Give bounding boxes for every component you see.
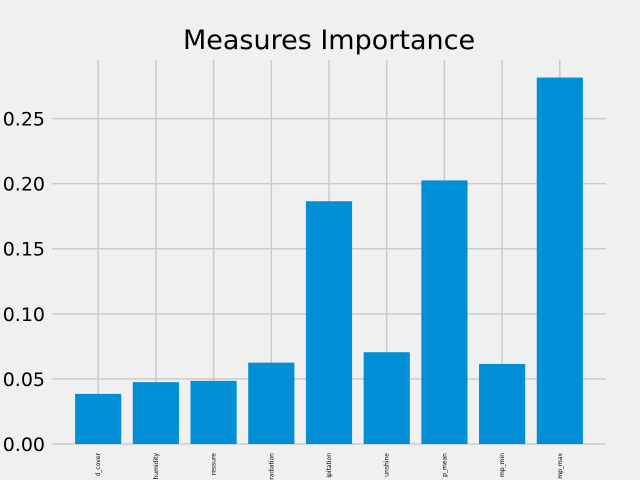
bar-cloud-cover xyxy=(75,393,122,444)
bar-pressure xyxy=(190,380,237,444)
x-tick-label: d_cover xyxy=(95,452,102,476)
x-tick-label: ressure xyxy=(211,453,218,475)
x-tick-label: humidity xyxy=(153,453,160,480)
x-tick-label: unshine xyxy=(384,453,391,477)
chart-title: Measures Importance xyxy=(183,25,475,56)
bar-humidity xyxy=(132,382,179,444)
y-tick-label: 0.20 xyxy=(3,174,45,196)
y-tick-label: 0.15 xyxy=(3,239,45,261)
bar-precipitation xyxy=(305,201,353,444)
y-axis-ticks: 0.00 0.05 0.10 0.15 0.20 0.25 xyxy=(3,109,45,456)
x-tick-label: ipitation xyxy=(326,453,333,478)
bar-sunshine xyxy=(363,352,410,444)
bar-temp-mean xyxy=(421,180,468,444)
bars xyxy=(75,77,583,445)
bar-temp-min xyxy=(479,363,526,444)
x-tick-label: p_mean xyxy=(441,453,448,477)
y-tick-label: 0.25 xyxy=(3,109,45,131)
x-tick-label: radiation xyxy=(268,453,275,480)
x-tick-label: mp_min xyxy=(499,453,506,477)
y-tick-label: 0.00 xyxy=(3,434,45,456)
y-tick-label: 0.10 xyxy=(3,304,45,326)
bar-temp-max xyxy=(536,77,583,445)
x-tick-label: mp_max xyxy=(557,453,564,479)
bar-global-radiation xyxy=(248,362,295,444)
x-axis-ticks: d_cover humidity ressure radiation ipitation… xyxy=(95,452,564,479)
y-tick-label: 0.05 xyxy=(3,369,45,391)
